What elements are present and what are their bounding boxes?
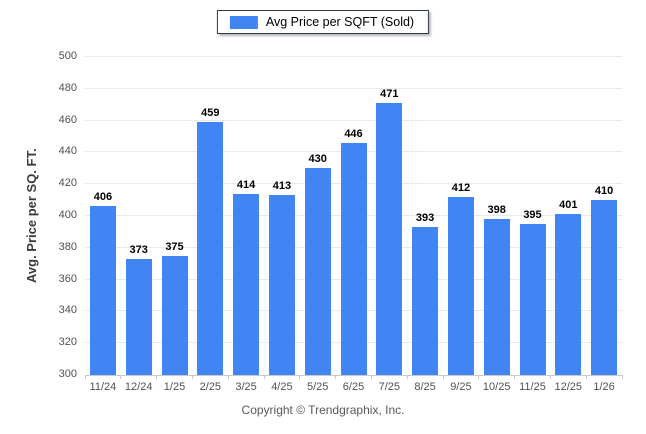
x-axis-tick-label: 3/25 bbox=[235, 381, 257, 393]
x-axis-tick-mark bbox=[191, 375, 193, 379]
bar-value-label: 373 bbox=[129, 243, 148, 256]
bar-value-label: 393 bbox=[415, 212, 435, 225]
bar bbox=[447, 196, 474, 375]
x-axis-tick-mark bbox=[585, 375, 587, 379]
bar-value-label: 398 bbox=[487, 204, 506, 217]
bar-value-label: 459 bbox=[201, 107, 220, 120]
y-axis-tick-label: 500 bbox=[58, 50, 77, 62]
x-axis-tick-mark bbox=[621, 375, 623, 379]
bar bbox=[304, 168, 331, 375]
bar bbox=[125, 258, 152, 375]
x-axis-tick-label: 4/25 bbox=[271, 381, 293, 393]
bar bbox=[340, 142, 367, 375]
bar-value-label: 395 bbox=[523, 208, 542, 221]
bar-value-label: 413 bbox=[272, 180, 292, 193]
bar bbox=[233, 193, 260, 375]
x-axis-tick-label: 10/25 bbox=[482, 381, 511, 393]
legend-swatch bbox=[229, 15, 258, 29]
y-axis-tick-label: 480 bbox=[58, 81, 77, 94]
y-axis-tick-label: 320 bbox=[58, 336, 77, 349]
bar bbox=[519, 223, 546, 375]
x-axis-tick-label: 7/25 bbox=[378, 381, 400, 393]
x-axis-tick-label: 6/25 bbox=[342, 381, 365, 393]
y-axis-tick-label: 440 bbox=[58, 145, 77, 158]
copyright-text: Copyright © Trendgraphix, Inc. bbox=[241, 403, 405, 417]
bar bbox=[161, 255, 188, 375]
x-axis-tick-label: 8/25 bbox=[414, 381, 436, 393]
y-axis-tick-label: 340 bbox=[58, 304, 77, 317]
x-axis-tick-mark bbox=[549, 375, 551, 379]
gridline bbox=[85, 119, 622, 121]
bar bbox=[89, 206, 116, 375]
x-axis-tick-label: 1/25 bbox=[163, 381, 186, 393]
x-axis-tick-mark bbox=[442, 375, 444, 379]
bar-value-label: 401 bbox=[559, 199, 578, 212]
x-axis-tick-label: 1/26 bbox=[593, 381, 615, 393]
y-axis-tick-label: 400 bbox=[58, 209, 77, 221]
bar bbox=[591, 200, 618, 375]
bar bbox=[268, 195, 295, 375]
x-axis-tick-mark bbox=[84, 375, 86, 379]
plot-area: 300 320 340 360 380 400 420 440 460 480 500 406 11/2… bbox=[59, 50, 623, 393]
bar bbox=[555, 214, 582, 375]
bar-value-label: 414 bbox=[236, 178, 256, 191]
x-axis-tick-mark bbox=[478, 375, 480, 379]
x-axis-tick-mark bbox=[406, 375, 408, 379]
bar bbox=[412, 227, 439, 375]
bar bbox=[483, 219, 510, 375]
x-axis-tick-label: 9/25 bbox=[450, 381, 472, 393]
x-axis-tick-mark bbox=[156, 375, 158, 379]
x-axis-tick-mark bbox=[263, 375, 265, 379]
x-axis-tick-mark bbox=[120, 375, 122, 379]
y-axis-tick-label: 360 bbox=[58, 272, 77, 285]
x-axis-tick-mark bbox=[514, 375, 516, 379]
y-axis-tick-label: 380 bbox=[58, 240, 77, 253]
bar-value-label: 430 bbox=[308, 153, 327, 166]
bar-value-label: 446 bbox=[344, 127, 363, 140]
x-axis-tick-mark bbox=[335, 375, 337, 379]
y-axis-tick-label: 300 bbox=[58, 368, 77, 380]
bar-value-label: 406 bbox=[93, 191, 113, 204]
x-axis-tick-mark bbox=[370, 375, 372, 379]
bar-value-label: 471 bbox=[380, 88, 399, 101]
x-axis-tick-label: 2/25 bbox=[199, 381, 221, 393]
x-axis-tick-label: 11/25 bbox=[519, 381, 546, 393]
y-axis-tick-label: 460 bbox=[58, 113, 77, 126]
x-axis-tick-mark bbox=[227, 375, 229, 379]
y-axis-tick-label: 420 bbox=[58, 177, 77, 190]
x-axis-tick-label: 12/24 bbox=[124, 381, 153, 393]
bar-value-label: 375 bbox=[165, 240, 184, 253]
bar-value-label: 412 bbox=[451, 181, 471, 194]
x-axis-tick-mark bbox=[299, 375, 301, 379]
bar bbox=[197, 122, 224, 375]
x-axis-tick-label: 5/25 bbox=[306, 381, 329, 393]
x-axis-tick-label: 11/24 bbox=[89, 381, 117, 393]
legend: Avg Price per SQFT (Sold) bbox=[216, 10, 430, 34]
gridline bbox=[85, 87, 622, 89]
x-axis-tick-label: 12/25 bbox=[554, 381, 583, 393]
bar-value-label: 410 bbox=[594, 185, 614, 198]
bar bbox=[376, 103, 403, 375]
gridline bbox=[85, 56, 622, 57]
legend-label: Avg Price per SQFT (Sold) bbox=[265, 15, 415, 29]
